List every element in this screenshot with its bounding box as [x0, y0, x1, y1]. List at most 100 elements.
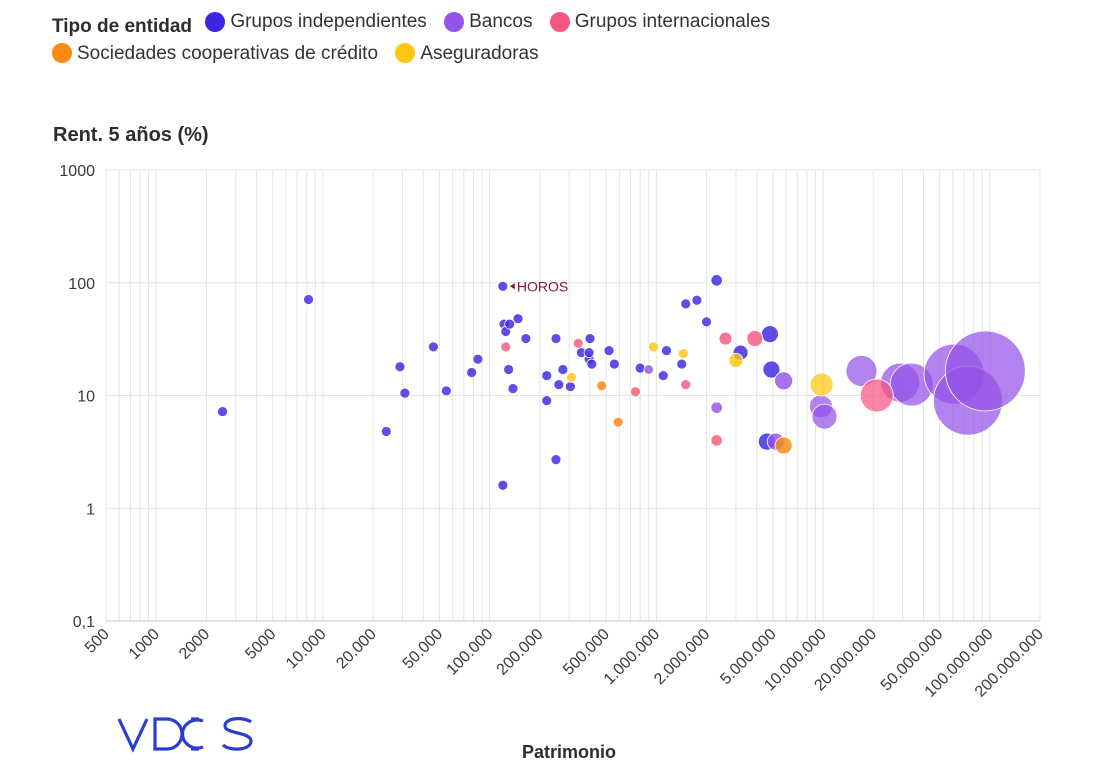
data-point[interactable]: [774, 436, 793, 455]
data-point[interactable]: [512, 313, 524, 325]
legend-item-grupos-independientes[interactable]: Grupos independientes: [205, 8, 427, 35]
x-tick-label: 200.000: [494, 626, 547, 679]
data-point[interactable]: [564, 381, 576, 392]
data-point[interactable]: [643, 364, 654, 375]
annotation: HOROS: [509, 278, 568, 294]
legend-swatch: [549, 11, 570, 32]
legend-item-bancos[interactable]: Bancos: [444, 8, 532, 35]
annotation-label: HOROS: [517, 278, 568, 294]
data-point[interactable]: [608, 358, 620, 370]
data-point[interactable]: [680, 298, 692, 310]
legend-item-aseguradoras[interactable]: Aseguradoras: [395, 40, 539, 67]
data-point[interactable]: [809, 372, 834, 397]
data-point[interactable]: [746, 330, 764, 347]
data-point[interactable]: [762, 360, 781, 379]
data-point[interactable]: [701, 316, 712, 328]
data-point[interactable]: [661, 345, 672, 357]
data-point[interactable]: [553, 379, 565, 390]
y-axis-ticks: 0,1 1 10 100 1000: [59, 163, 95, 631]
data-point[interactable]: [648, 341, 659, 353]
data-point[interactable]: [710, 274, 723, 287]
y-tick-label: 0,1: [73, 614, 95, 631]
data-point[interactable]: [718, 331, 733, 346]
data-point[interactable]: [566, 371, 577, 383]
data-point[interactable]: [774, 371, 794, 391]
data-point[interactable]: [503, 364, 515, 375]
legend-swatch: [52, 43, 72, 63]
data-point[interactable]: [520, 333, 532, 344]
x-tick-label: 20.000: [333, 626, 380, 673]
data-point[interactable]: [634, 362, 646, 374]
legend: Tipo de entidad Grupos independientes Ba…: [52, 8, 1052, 71]
data-point[interactable]: [944, 330, 1026, 412]
data-point[interactable]: [497, 280, 509, 292]
y-tick-label: 1000: [59, 163, 95, 180]
data-point[interactable]: [557, 364, 569, 375]
grid-lines: [105, 169, 1041, 622]
legend-swatch: [205, 11, 226, 32]
data-point[interactable]: [710, 401, 723, 414]
legend-item-cooperativas[interactable]: Sociedades cooperativas de crédito: [52, 40, 378, 67]
data-point[interactable]: [859, 378, 894, 413]
data-point[interactable]: [472, 353, 484, 365]
data-point[interactable]: [399, 387, 411, 399]
y-axis-title: Rent. 5 años (%): [53, 124, 209, 146]
vdos-logo-icon: [117, 717, 253, 753]
x-tick-label: 100.000: [444, 626, 497, 679]
data-point[interactable]: [612, 416, 624, 428]
data-point[interactable]: [676, 358, 688, 370]
x-tick-label: 50.000: [400, 626, 447, 673]
data-point[interactable]: [541, 370, 553, 382]
x-tick-label: 2000: [176, 626, 213, 663]
data-point[interactable]: [550, 454, 562, 466]
data-point[interactable]: [761, 325, 779, 344]
x-tick-label: 10.000: [283, 626, 330, 673]
data-point[interactable]: [572, 337, 584, 349]
data-point[interactable]: [504, 318, 516, 330]
data-point[interactable]: [845, 355, 878, 387]
data-point[interactable]: [728, 352, 744, 368]
legend-label: Bancos: [469, 11, 533, 32]
legend-item-grupos-internacionales[interactable]: Grupos internacionales: [549, 8, 771, 35]
data-point[interactable]: [440, 385, 452, 397]
data-point[interactable]: [550, 333, 562, 344]
legend-swatch: [395, 43, 416, 63]
data-point[interactable]: [596, 380, 608, 392]
x-tick-label: 1000: [126, 626, 163, 663]
data-point[interactable]: [217, 406, 228, 417]
data-point[interactable]: [394, 361, 406, 373]
data-point[interactable]: [466, 367, 478, 378]
data-point[interactable]: [630, 386, 641, 398]
legend-label: Grupos internacionales: [574, 11, 771, 32]
data-point[interactable]: [497, 479, 509, 491]
data-point[interactable]: [500, 341, 512, 353]
data-points: [217, 274, 1026, 491]
data-point[interactable]: [691, 294, 703, 306]
x-axis-title: Patrimonio: [522, 742, 617, 762]
data-point[interactable]: [677, 348, 689, 360]
data-point[interactable]: [586, 358, 598, 370]
legend-label: Aseguradoras: [420, 42, 539, 64]
y-tick-label: 100: [68, 276, 95, 293]
data-point[interactable]: [583, 347, 595, 359]
data-point[interactable]: [680, 379, 692, 390]
y-tick-label: 10: [77, 389, 95, 406]
data-point[interactable]: [428, 341, 439, 353]
data-point[interactable]: [541, 395, 553, 407]
y-tick-label: 1: [86, 501, 95, 518]
legend-title: Tipo de entidad: [52, 15, 193, 37]
data-point[interactable]: [657, 370, 669, 382]
legend-label: Grupos independientes: [230, 11, 427, 32]
x-tick-label: 5000: [242, 626, 279, 663]
data-point[interactable]: [710, 434, 723, 447]
data-point[interactable]: [811, 403, 838, 430]
legend-swatch: [444, 11, 465, 32]
data-point[interactable]: [507, 383, 519, 395]
data-point[interactable]: [584, 333, 596, 344]
legend-label: Sociedades cooperativas de crédito: [77, 42, 379, 64]
data-point[interactable]: [603, 345, 615, 357]
data-point[interactable]: [380, 426, 392, 437]
data-point[interactable]: [303, 294, 314, 305]
annotation-pointer: [509, 283, 515, 290]
